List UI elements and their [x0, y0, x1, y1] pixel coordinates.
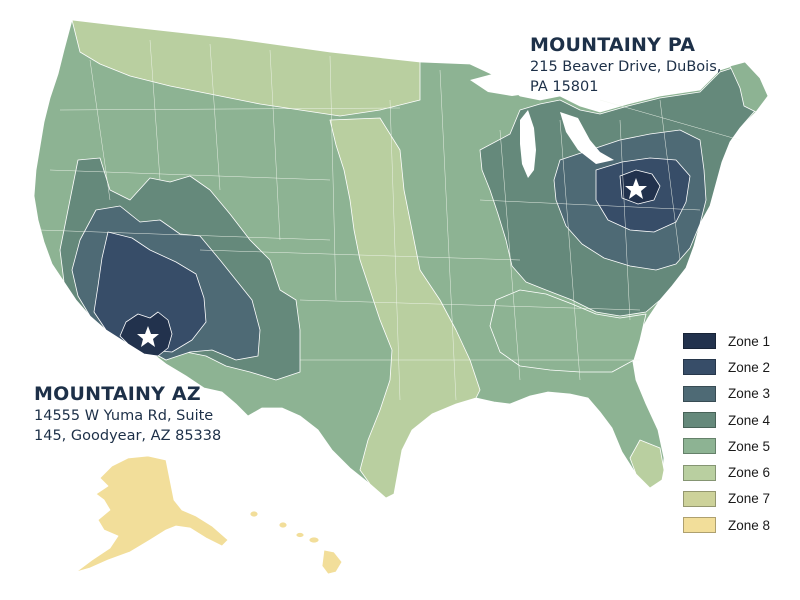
- zone6-central-band: [329, 117, 481, 499]
- legend-label-zone5: Zone 5: [728, 438, 771, 454]
- location-label-az: MOUNTAINY AZ 14555 W Yuma Rd, Suite 145,…: [34, 382, 294, 446]
- legend-item-zone7: Zone 7: [683, 486, 793, 512]
- legend-label-zone7: Zone 7: [728, 491, 771, 507]
- zone6-florida-tip: [629, 439, 665, 489]
- legend-swatch-zone1: [683, 333, 716, 350]
- location-address-az-line1: 14555 W Yuma Rd, Suite: [34, 408, 214, 424]
- region-boundary-lines: [39, 39, 741, 401]
- legend-swatch-zone2: [683, 359, 716, 376]
- zone2-arizona: [93, 231, 207, 353]
- zone5-maine: [729, 61, 769, 113]
- legend-swatch-zone6: [683, 464, 716, 481]
- legend-label-zone4: Zone 4: [728, 412, 771, 428]
- legend-item-zone6: Zone 6: [683, 459, 793, 485]
- legend-item-zone2: Zone 2: [683, 354, 793, 380]
- legend-label-zone3: Zone 3: [728, 386, 771, 402]
- legend-swatch-zone5: [683, 438, 716, 455]
- lake-erie-huron: [560, 112, 614, 164]
- location-title-az: MOUNTAINY AZ: [34, 383, 201, 405]
- alaska-region: [75, 455, 229, 573]
- legend-label-zone1: Zone 1: [728, 333, 771, 349]
- legend-swatch-zone4: [683, 412, 716, 429]
- star-icon-az[interactable]: [137, 326, 159, 347]
- legend-label-zone2: Zone 2: [728, 359, 771, 375]
- legend-swatch-zone8: [683, 517, 716, 534]
- location-title-pa: MOUNTAINY PA: [530, 34, 696, 56]
- location-label-pa: MOUNTAINY PA 215 Beaver Drive, DuBois, P…: [530, 33, 770, 97]
- lake-superior: [470, 72, 556, 96]
- location-address-az-line2: 145, Goodyear, AZ 85338: [34, 428, 222, 444]
- legend-item-zone1: Zone 1: [683, 328, 793, 354]
- location-address-pa-line2: PA 15801: [530, 79, 599, 95]
- location-address-pa-line1: 215 Beaver Drive, DuBois,: [530, 59, 722, 75]
- zone5-midsouth: [489, 289, 647, 373]
- legend-swatch-zone7: [683, 490, 716, 507]
- legend-label-zone6: Zone 6: [728, 465, 771, 481]
- legend-label-zone8: Zone 8: [728, 517, 771, 533]
- lake-michigan: [520, 110, 536, 178]
- zone6-northern-band: [71, 19, 421, 117]
- zone-legend: Zone 1 Zone 2 Zone 3 Zone 4 Zone 5 Zone …: [683, 328, 793, 538]
- legend-item-zone8: Zone 8: [683, 512, 793, 538]
- star-icon-pa[interactable]: [625, 178, 647, 199]
- legend-item-zone3: Zone 3: [683, 381, 793, 407]
- legend-item-zone4: Zone 4: [683, 407, 793, 433]
- hawaii-region: [249, 510, 343, 575]
- legend-item-zone5: Zone 5: [683, 433, 793, 459]
- legend-swatch-zone3: [683, 385, 716, 402]
